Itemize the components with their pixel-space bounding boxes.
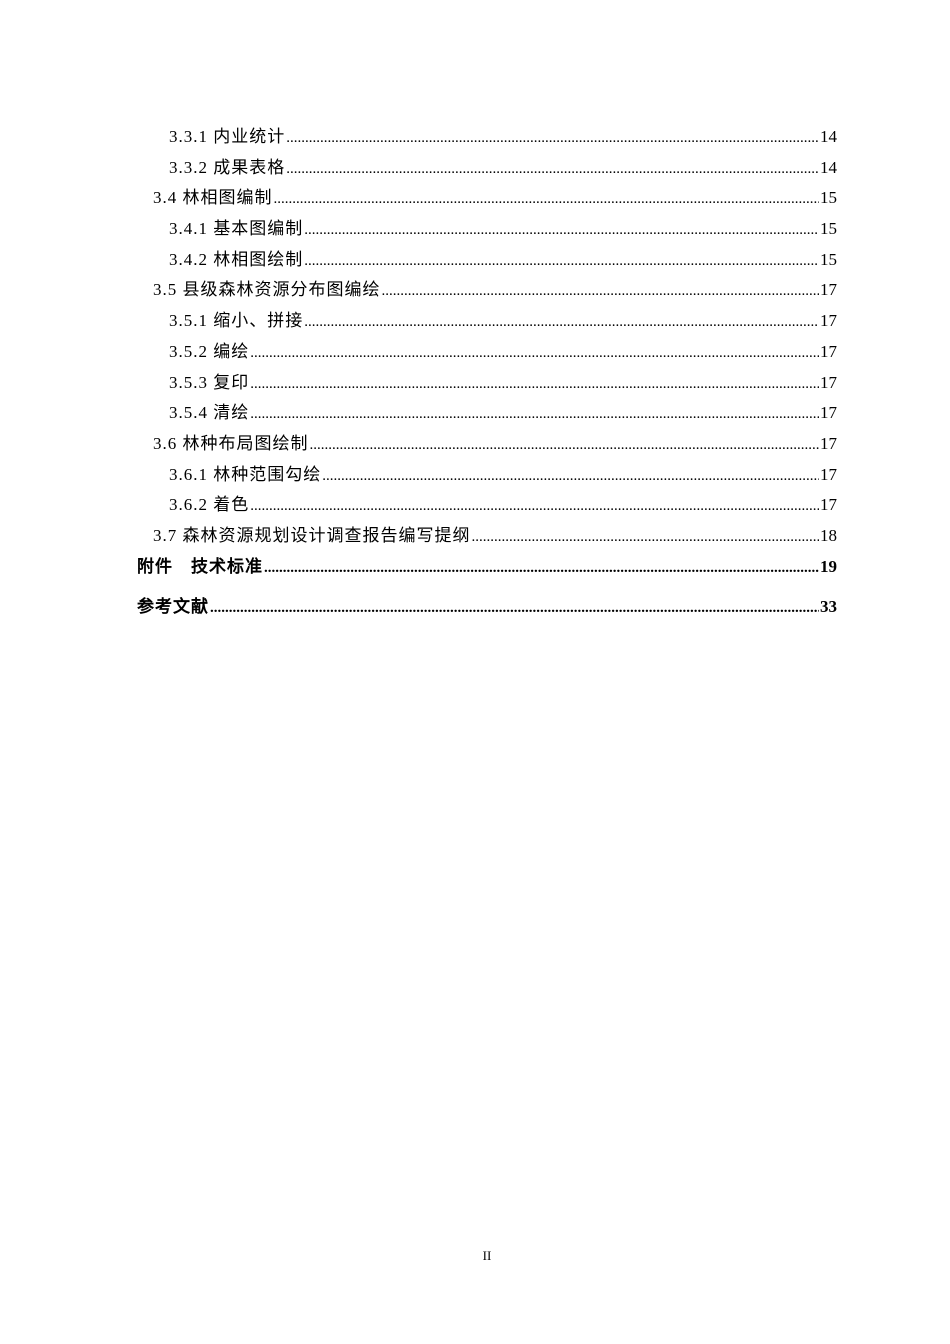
toc-entry-title: 3.6.1 林种范围勾绘 [169,464,322,484]
toc-entry-page: 17 [820,372,837,392]
toc-entry[interactable]: 3.4 林相图编制 15 [137,186,837,217]
toc-entry-title: 3.5.3 复印 [169,372,250,392]
toc-entry-title: 3.4 林相图编制 [153,188,273,208]
toc-entry-page: 14 [820,127,837,146]
toc-entry-page: 17 [820,341,837,361]
toc-entry-page: 14 [820,157,837,177]
toc-entry-title: 参考文献 [137,597,209,617]
toc-entry-title: 3.7 森林资源规划设计调查报告编写提纲 [153,525,471,545]
toc-entry-page: 15 [820,249,837,269]
toc-entry[interactable]: 附件 技术标准 19 [137,555,837,586]
toc-entry-title: 3.5.2 编绘 [169,341,250,361]
toc-entry[interactable]: 3.3.1 内业统计 14 [137,125,837,156]
dot-leader [322,463,819,488]
toc-entry-page: 19 [820,556,837,576]
toc-entry-title: 3.3.2 成果表格 [169,157,286,177]
toc-entry[interactable]: 3.6.1 林种范围勾绘 17 [137,463,837,494]
dot-leader [250,493,819,518]
toc-entry[interactable]: 3.5 县级森林资源分布图编绘 17 [137,278,837,309]
toc-entry-page: 17 [820,280,837,300]
toc-entry[interactable]: 3.6 林种布局图绘制 17 [137,432,837,463]
toc-entry-page: 17 [820,403,837,423]
toc-entry[interactable]: 3.6.2 着色 17 [137,493,837,524]
toc-entry-page: 17 [820,495,837,515]
toc-entry-title: 3.3.1 内业统计 [169,127,286,146]
dot-leader [274,186,820,211]
toc-entry-title: 3.5 县级森林资源分布图编绘 [153,280,381,300]
dot-leader [250,371,819,396]
dot-leader [210,595,819,620]
toc-entry-title: 3.6 林种布局图绘制 [153,433,309,453]
dot-leader [472,524,820,549]
toc-entry-title: 3.5.4 清绘 [169,403,250,423]
toc-entry[interactable]: 参考文献 33 [137,595,837,626]
toc-entry-title: 3.4.2 林相图绘制 [169,249,304,269]
dot-leader [304,217,819,242]
toc-entry-title: 3.4.1 基本图编制 [169,219,304,239]
dot-leader [286,125,819,150]
toc-entry-title: 3.5.1 缩小、拼接 [169,311,304,331]
dot-leader [250,401,819,426]
toc-entry-page: 17 [820,433,837,453]
toc-entry[interactable]: 3.5.1 缩小、拼接 17 [137,309,837,340]
toc-entry-page: 33 [820,597,837,617]
toc-entry[interactable]: 3.5.4 清绘 17 [137,401,837,432]
toc-entry-page: 17 [820,464,837,484]
toc-entry-title: 3.6.2 着色 [169,495,250,515]
toc-entry[interactable]: 3.5.2 编绘 17 [137,340,837,371]
toc-entry[interactable]: 3.3.2 成果表格 14 [137,156,837,187]
toc-entry-page: 17 [820,311,837,331]
dot-leader [310,432,820,457]
toc-entry-title: 附件 技术标准 [137,556,263,576]
table-of-contents: 3.3.1 内业统计143.3.2 成果表格143.4 林相图编制153.4.1… [137,125,837,626]
toc-entry-page: 18 [820,525,837,545]
toc-entry[interactable]: 3.4.2 林相图绘制 15 [137,248,837,279]
dot-leader [382,278,820,303]
toc-entry-page: 15 [820,219,837,239]
dot-leader [304,248,819,273]
dot-leader [286,156,819,181]
toc-entry-page: 15 [820,188,837,208]
toc-entry[interactable]: 3.4.1 基本图编制 15 [137,217,837,248]
dot-leader [250,340,819,365]
toc-entry[interactable]: 3.5.3 复印 17 [137,371,837,402]
dot-leader [264,555,819,580]
page-number: II [482,1248,492,1263]
toc-entry[interactable]: 3.7 森林资源规划设计调查报告编写提纲 18 [137,524,837,555]
dot-leader [304,309,819,334]
